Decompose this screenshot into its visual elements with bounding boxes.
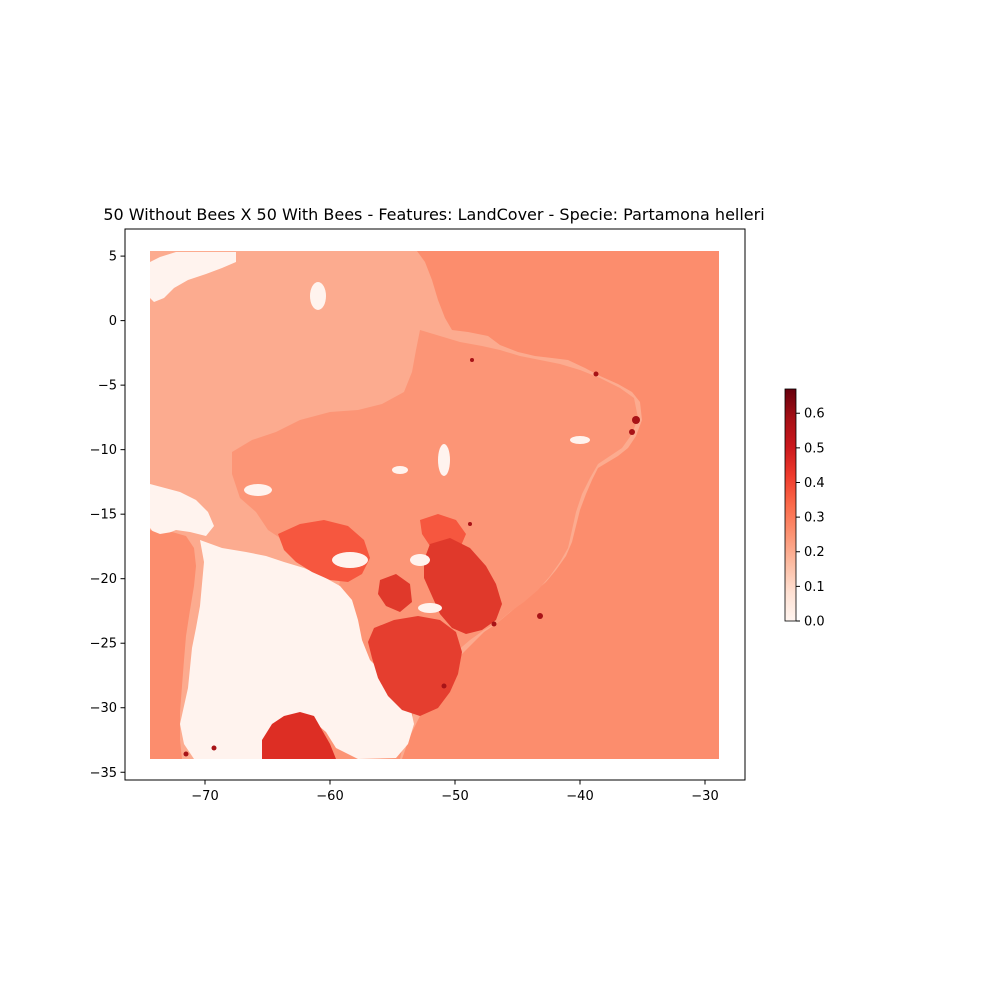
y-tick-label: −35 [90,766,117,781]
y-tick-label: −25 [90,637,117,652]
y-tick-label: −30 [90,701,117,716]
x-tick-label: −60 [316,789,343,804]
x-tick-label: −70 [191,789,218,804]
region-parana-south [368,616,462,716]
x-tick-label: −50 [441,789,468,804]
region-pantanal-chaco [150,252,414,759]
chart-title: 50 Without Bees X 50 With Bees - Feature… [103,205,764,224]
y-tick-label: 0 [109,314,117,329]
region-pampa-hotspot [262,712,336,759]
x-tick-label: −40 [566,789,593,804]
y-tick-label: −15 [90,508,117,523]
y-tick-label: −20 [90,572,117,587]
y-axis: 5 0 −5 −10 −15 −20 −25 −30 −35 [90,250,125,781]
colorbar-tick-label: 0.5 [804,441,825,456]
colorbar-tick-label: 0.3 [804,511,825,526]
region-central-mid [278,514,466,582]
colorbar-tick-label: 0.4 [804,476,825,491]
colorbar-tick-label: 0.6 [804,407,825,422]
y-tick-label: −5 [98,379,117,394]
y-tick-label: −10 [90,443,117,458]
axes-frame [124,228,746,781]
region-south-east-hotspot [378,538,502,634]
region-pacific-strip [150,530,196,759]
plot-area [125,229,745,780]
colorbar: 0.0 0.1 0.2 0.3 0.4 0.5 0.6 [784,388,825,630]
white-specks [244,282,590,613]
region-coastal-peak [183,358,640,757]
colorbar-tick-label: 0.2 [804,545,825,560]
colorbar-tick-label: 0.1 [804,580,825,595]
x-tick-label: −30 [691,789,718,804]
x-axis: −70 −60 −50 −40 −30 [191,780,719,804]
colorbar-tick-label: 0.0 [804,615,825,630]
y-tick-label: 5 [109,250,117,265]
colorbar-gradient [784,388,797,622]
